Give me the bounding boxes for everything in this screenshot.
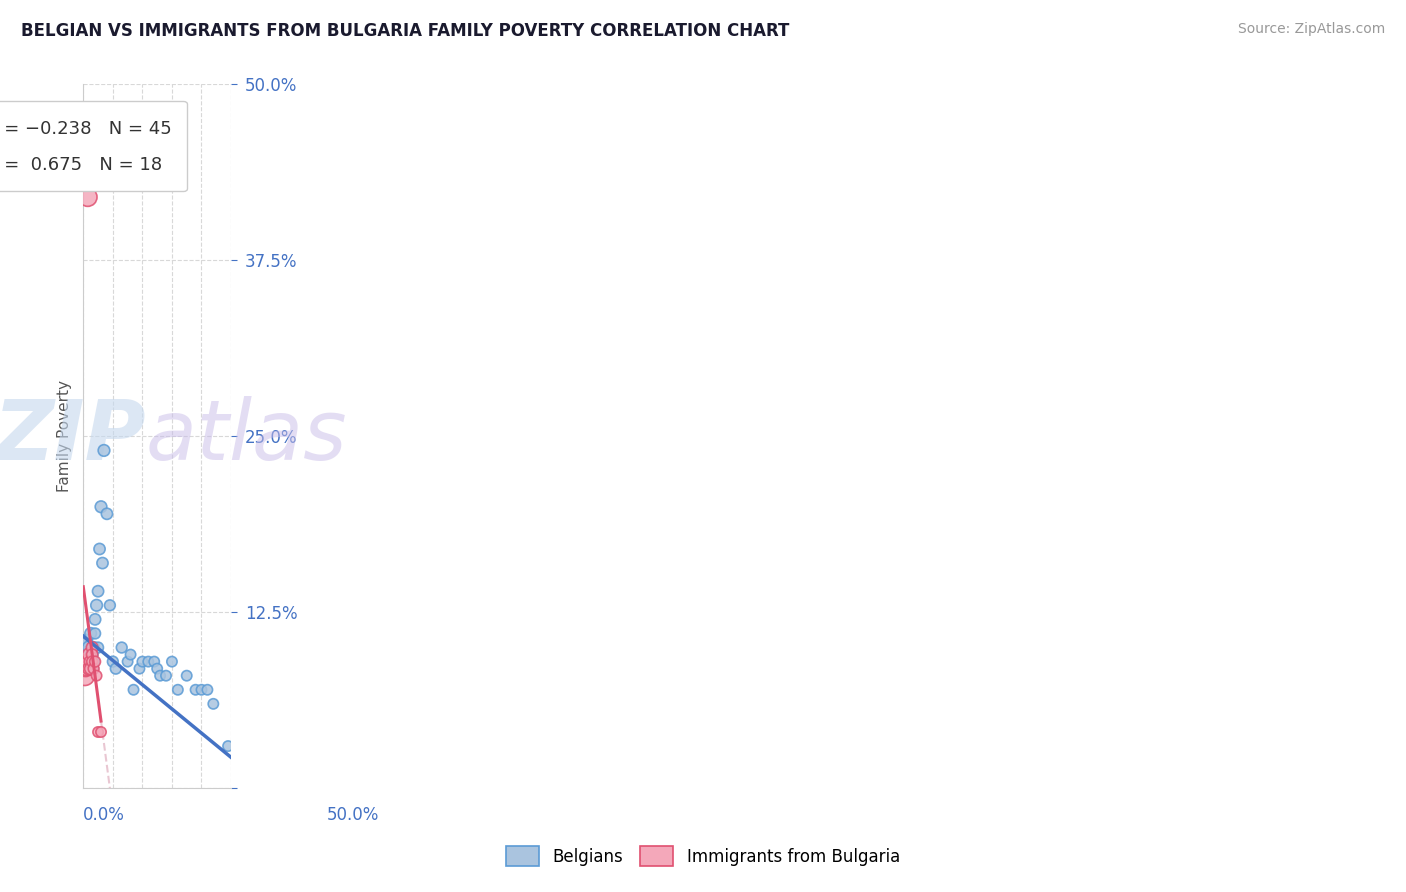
Point bbox=[89, 541, 111, 556]
Point bbox=[82, 648, 104, 662]
Point bbox=[75, 662, 97, 676]
Point bbox=[73, 640, 96, 655]
Point bbox=[79, 655, 101, 669]
Point bbox=[82, 662, 104, 676]
Point bbox=[76, 655, 98, 669]
Point bbox=[184, 682, 207, 697]
Point bbox=[131, 655, 153, 669]
Point bbox=[77, 662, 100, 676]
Point bbox=[176, 668, 198, 682]
Point bbox=[143, 655, 166, 669]
Point bbox=[90, 500, 112, 514]
Point bbox=[128, 662, 150, 676]
Point bbox=[190, 682, 212, 697]
Point bbox=[73, 668, 96, 682]
Point bbox=[82, 648, 104, 662]
Point bbox=[79, 655, 101, 669]
Point bbox=[93, 443, 115, 458]
Point bbox=[122, 682, 145, 697]
Point bbox=[75, 648, 97, 662]
Point bbox=[82, 640, 104, 655]
Point bbox=[120, 648, 142, 662]
Point bbox=[87, 725, 110, 739]
Point bbox=[96, 507, 118, 521]
Point bbox=[111, 640, 134, 655]
Point bbox=[79, 662, 101, 676]
Point bbox=[166, 682, 188, 697]
Point bbox=[83, 662, 105, 676]
Point bbox=[87, 584, 110, 599]
Point bbox=[136, 655, 159, 669]
Point bbox=[86, 599, 108, 613]
Point bbox=[77, 662, 100, 676]
Point bbox=[76, 655, 98, 669]
Point bbox=[75, 633, 97, 648]
Text: ZIP: ZIP bbox=[0, 396, 145, 477]
Point bbox=[91, 556, 114, 570]
Point bbox=[76, 190, 98, 204]
Legend: R = −0.238   N = 45, R =  0.675   N = 18: R = −0.238 N = 45, R = 0.675 N = 18 bbox=[0, 101, 187, 191]
Point bbox=[77, 648, 100, 662]
Point bbox=[82, 655, 104, 669]
Point bbox=[84, 655, 107, 669]
Text: 0.0%: 0.0% bbox=[83, 805, 125, 824]
Y-axis label: Family Poverty: Family Poverty bbox=[58, 380, 72, 492]
Point bbox=[86, 668, 108, 682]
Text: atlas: atlas bbox=[145, 396, 347, 477]
Point bbox=[84, 612, 107, 626]
Point bbox=[197, 682, 219, 697]
Point bbox=[149, 668, 172, 682]
Text: BELGIAN VS IMMIGRANTS FROM BULGARIA FAMILY POVERTY CORRELATION CHART: BELGIAN VS IMMIGRANTS FROM BULGARIA FAMI… bbox=[21, 22, 789, 40]
Point bbox=[87, 640, 110, 655]
Point bbox=[98, 599, 121, 613]
Point bbox=[155, 668, 177, 682]
Point bbox=[217, 739, 239, 753]
Point bbox=[117, 655, 139, 669]
Point bbox=[146, 662, 169, 676]
Point bbox=[90, 725, 112, 739]
Text: Source: ZipAtlas.com: Source: ZipAtlas.com bbox=[1237, 22, 1385, 37]
Point bbox=[202, 697, 225, 711]
Text: 50.0%: 50.0% bbox=[326, 805, 378, 824]
Point bbox=[104, 662, 127, 676]
Point bbox=[160, 655, 183, 669]
Point bbox=[77, 640, 100, 655]
Point bbox=[79, 626, 101, 640]
Point bbox=[77, 655, 100, 669]
Point bbox=[75, 662, 97, 676]
Point bbox=[83, 655, 105, 669]
Legend: Belgians, Immigrants from Bulgaria: Belgians, Immigrants from Bulgaria bbox=[498, 838, 908, 875]
Point bbox=[84, 626, 107, 640]
Point bbox=[75, 655, 97, 669]
Point bbox=[83, 640, 105, 655]
Point bbox=[101, 655, 124, 669]
